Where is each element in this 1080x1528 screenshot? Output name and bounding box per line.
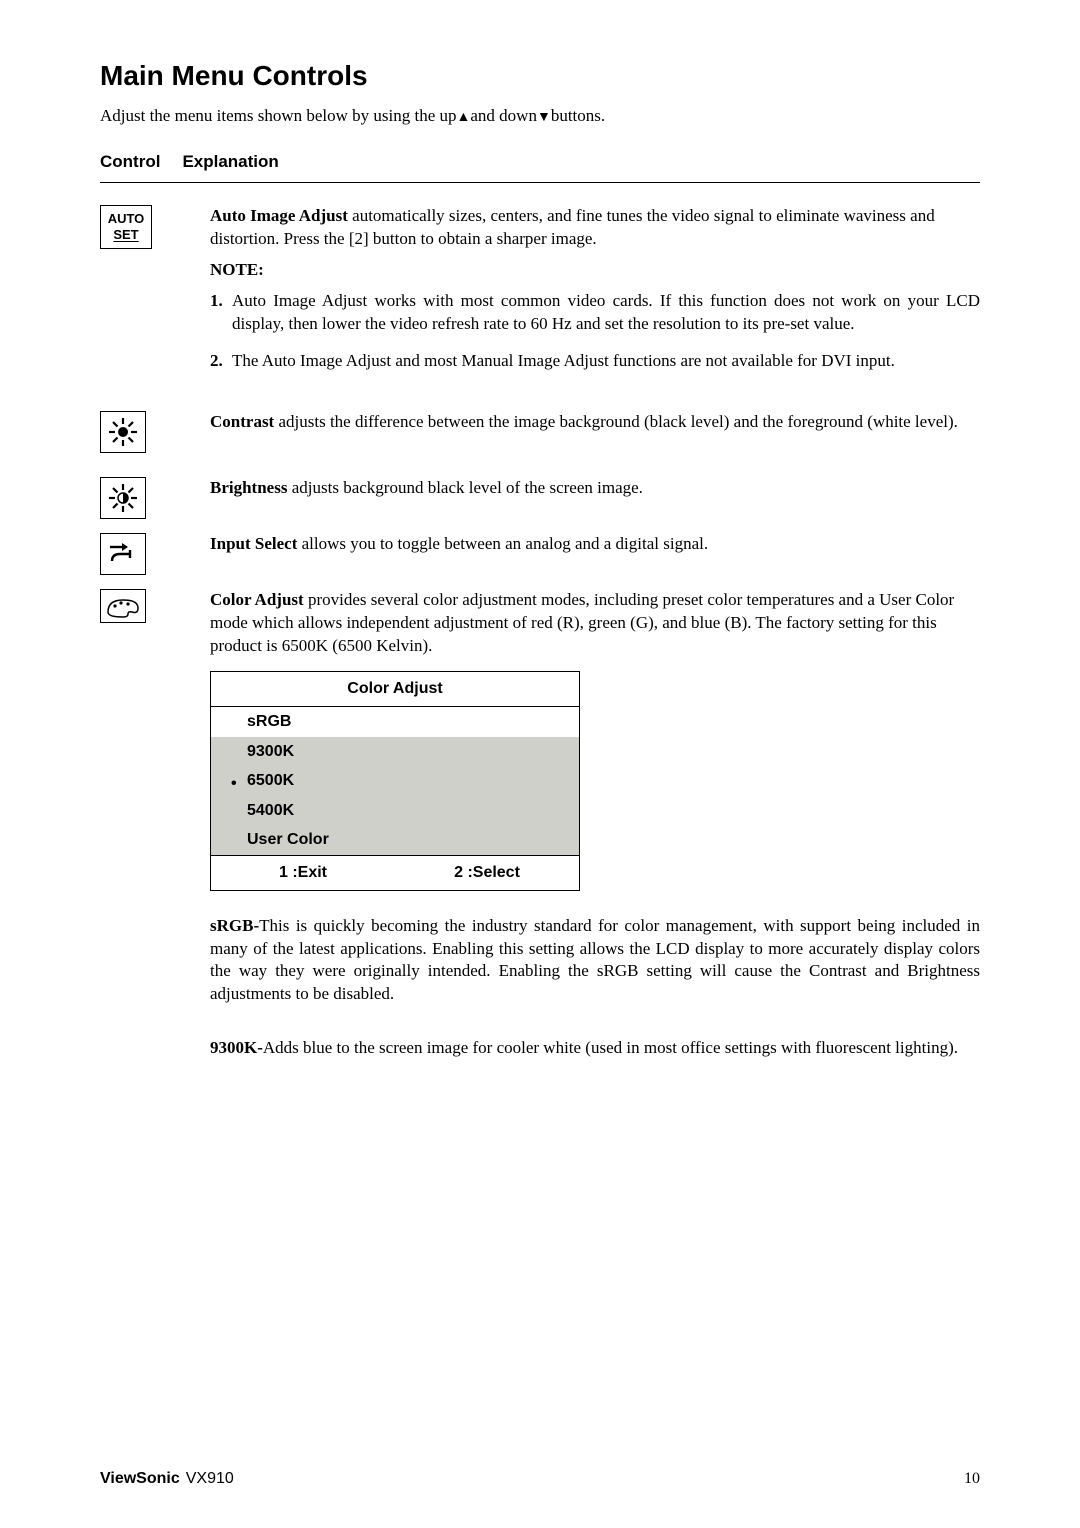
footer-left: ViewSonic VX910	[100, 1470, 234, 1488]
notes-list: 1. Auto Image Adjust works with most com…	[210, 290, 980, 373]
note-item-1: 1. Auto Image Adjust works with most com…	[210, 290, 980, 336]
panel-item-label: User Color	[247, 831, 329, 848]
note-label: NOTE:	[210, 259, 980, 282]
desc-auto-image: Auto Image Adjust automatically sizes, c…	[210, 205, 980, 387]
page-footer: ViewSonic VX910 10	[100, 1470, 980, 1488]
column-headers: Control Explanation	[100, 152, 980, 183]
col-header-explanation: Explanation	[182, 152, 278, 172]
row-color-adjust: Color Adjust provides several color adju…	[100, 589, 980, 1069]
note-num-1: 1.	[210, 290, 223, 313]
row-brightness: Brightness adjusts background black leve…	[100, 477, 980, 519]
note-num-2: 2.	[210, 350, 223, 373]
content-area: AUTO SET Auto Image Adjust automatically…	[100, 205, 980, 1068]
icon-col	[100, 533, 210, 575]
brightness-para: Brightness adjusts background black leve…	[210, 477, 980, 500]
icon-col	[100, 411, 210, 453]
panel-footer-exit: 1 :Exit	[211, 862, 395, 884]
palette-icon	[104, 594, 142, 618]
input-arrow-icon	[106, 540, 140, 568]
contrast-icon	[100, 411, 146, 453]
color-adjust-bold: Color Adjust	[210, 590, 308, 609]
row-input-select: Input Select allows you to toggle betwee…	[100, 533, 980, 575]
srgb-text: This is quickly becoming the industry st…	[210, 916, 980, 1004]
icon-line1: AUTO	[108, 211, 145, 227]
note-text-1: Auto Image Adjust works with most common…	[232, 291, 980, 333]
color-adjust-text: provides several color adjustment modes,…	[210, 590, 954, 655]
intro-pre: Adjust the menu items shown below by usi…	[100, 106, 457, 125]
color-adjust-para: Color Adjust provides several color adju…	[210, 589, 980, 658]
desc-brightness: Brightness adjusts background black leve…	[210, 477, 980, 508]
note-item-2: 2. The Auto Image Adjust and most Manual…	[210, 350, 980, 373]
auto-image-bold: Auto Image Adjust	[210, 206, 352, 225]
up-triangle-icon: ▲	[457, 108, 471, 124]
row-auto-image: AUTO SET Auto Image Adjust automatically…	[100, 205, 980, 387]
header-section: Main Menu Controls Adjust the menu items…	[100, 60, 980, 183]
desc-contrast: Contrast adjusts the difference between …	[210, 411, 980, 442]
panel-title: Color Adjust	[211, 672, 579, 706]
desc-input-select: Input Select allows you to toggle betwee…	[210, 533, 980, 564]
footer-brand: ViewSonic	[100, 1470, 180, 1487]
intro-post: buttons.	[551, 106, 605, 125]
note-label-b: NOTE:	[210, 260, 264, 279]
srgb-bold: sRGB-	[210, 916, 259, 935]
contrast-bold: Contrast	[210, 412, 278, 431]
k9300-para: 9300K-Adds blue to the screen image for …	[210, 1037, 980, 1060]
panel-item-label: 9300K	[247, 743, 294, 760]
auto-set-icon: AUTO SET	[100, 205, 152, 249]
brightness-icon	[100, 477, 146, 519]
intro-text: Adjust the menu items shown below by usi…	[100, 106, 980, 126]
input-select-icon	[100, 533, 146, 575]
auto-image-para: Auto Image Adjust automatically sizes, c…	[210, 205, 980, 251]
panel-footer-select: 2 :Select	[395, 862, 579, 884]
brightness-bold: Brightness	[210, 478, 292, 497]
col-header-control: Control	[100, 152, 160, 172]
panel-item-label: 5400K	[247, 802, 294, 819]
panel-item-usercolor: User Color	[211, 825, 579, 855]
panel-item-9300k: 9300K	[211, 737, 579, 767]
footer-page-number: 10	[964, 1470, 980, 1488]
brightness-text: adjusts background black level of the sc…	[292, 478, 643, 497]
icon-col	[100, 589, 210, 623]
footer-model: VX910	[186, 1470, 234, 1487]
srgb-para: sRGB-This is quickly becoming the indust…	[210, 915, 980, 1007]
k9300-bold: 9300K-	[210, 1038, 263, 1057]
k9300-text: Adds blue to the screen image for cooler…	[263, 1038, 958, 1057]
contrast-text: adjusts the difference between the image…	[278, 412, 957, 431]
panel-item-5400k: 5400K	[211, 796, 579, 826]
note-text-2: The Auto Image Adjust and most Manual Im…	[232, 351, 895, 370]
icon-col: AUTO SET	[100, 205, 210, 249]
sun-full-icon	[107, 416, 139, 448]
panel-footer: 1 :Exit 2 :Select	[211, 856, 579, 890]
down-triangle-icon: ▼	[537, 108, 551, 124]
icon-col	[100, 477, 210, 519]
color-adjust-panel: Color Adjust sRGB 9300K • 6500K 5400K	[210, 671, 580, 890]
dot-icon: •	[231, 773, 237, 795]
panel-item-label: sRGB	[247, 713, 291, 730]
sun-half-icon	[107, 482, 139, 514]
panel-list: sRGB 9300K • 6500K 5400K User Color	[211, 706, 579, 856]
panel-item-label: 6500K	[247, 772, 294, 789]
row-contrast: Contrast adjusts the difference between …	[100, 411, 980, 453]
page-title: Main Menu Controls	[100, 60, 980, 92]
input-select-text: allows you to toggle between an analog a…	[302, 534, 708, 553]
contrast-para: Contrast adjusts the difference between …	[210, 411, 980, 434]
intro-mid: and down	[470, 106, 537, 125]
panel-item-srgb: sRGB	[211, 707, 579, 737]
color-adjust-icon	[100, 589, 146, 623]
icon-line2: SET	[113, 227, 138, 243]
input-select-para: Input Select allows you to toggle betwee…	[210, 533, 980, 556]
desc-color-adjust: Color Adjust provides several color adju…	[210, 589, 980, 1069]
panel-item-6500k: • 6500K	[211, 766, 579, 796]
input-select-bold: Input Select	[210, 534, 302, 553]
